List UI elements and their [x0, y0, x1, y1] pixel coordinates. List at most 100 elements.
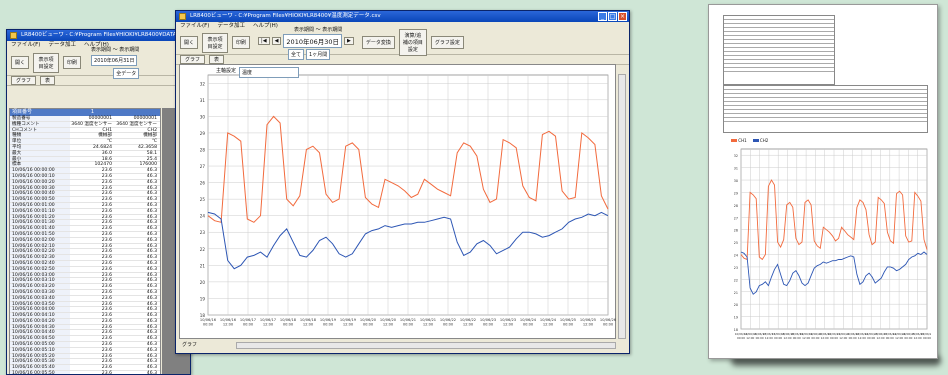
table-row[interactable]: 10/06/16 00:03:40 23.6 46.3: [10, 295, 160, 302]
table-row[interactable]: 10/06/16 00:01:30 23.6 46.3: [10, 220, 160, 227]
display-settings-button[interactable]: 表示項目設定: [33, 52, 60, 73]
print-button[interactable]: 印刷: [63, 56, 82, 69]
table-row[interactable]: 10/06/16 00:03:10 23.6 46.3: [10, 278, 160, 285]
x-tick-label: 00:00: [243, 323, 254, 327]
table-row[interactable]: 10/06/16 00:02:20 23.6 46.3: [10, 249, 160, 256]
vertical-scrollbar[interactable]: [618, 74, 626, 339]
channel-select[interactable]: 全データ: [113, 68, 140, 79]
table-meta-row[interactable]: CHコメント CH1 CH2: [10, 127, 160, 134]
table-meta-row[interactable]: 単位 ℃ ℃: [10, 139, 160, 145]
data-convert-button[interactable]: データ変換: [361, 36, 395, 49]
table-row[interactable]: 10/06/16 00:00:20 23.6 46.3: [10, 179, 160, 186]
table-cell: 最小: [10, 156, 70, 162]
print-shadow: [731, 356, 941, 366]
table-meta-row[interactable]: 製造番号 00000001 00000001: [10, 116, 160, 122]
menu-help[interactable]: ヘルプ(H): [83, 42, 109, 48]
table-row[interactable]: 10/06/16 00:01:50 23.6 46.3: [10, 231, 160, 238]
table-row[interactable]: 10/06/16 00:04:50 23.6 46.3: [10, 336, 160, 343]
table-row[interactable]: 10/06/16 00:01:20 23.6 46.3: [10, 214, 160, 221]
x-tick-label: 12:00: [583, 323, 594, 327]
table-row[interactable]: 10/06/16 00:02:30 23.6 46.3: [10, 255, 160, 261]
table-cell: 46.3: [146, 191, 157, 197]
open-button[interactable]: 開く: [11, 56, 30, 69]
table-row[interactable]: 10/06/16 00:00:40 23.6 46.3: [10, 191, 160, 198]
range-length-select[interactable]: 1ヶ月間: [306, 48, 331, 60]
table-row[interactable]: 10/06/16 00:04:10 23.6 46.3: [10, 313, 160, 319]
table-cell: 23.6: [101, 220, 112, 226]
table-cell: 23.6: [101, 330, 112, 336]
table-row[interactable]: 10/06/16 00:01:00 23.6 46.3: [10, 202, 160, 209]
menu-file[interactable]: ファイル(F): [11, 42, 41, 48]
calc-settings-button[interactable]: 演算/追補の項目設定: [398, 29, 427, 56]
graph-tab[interactable]: グラフ: [180, 55, 206, 64]
next-icon[interactable]: ▶: [344, 36, 354, 45]
table-meta-row[interactable]: 標本 102470 176000: [10, 162, 160, 169]
range-start-select[interactable]: 全て: [288, 48, 305, 60]
table-row[interactable]: 10/06/16 00:05:10 23.6 46.3: [10, 347, 160, 354]
graph-settings-button[interactable]: グラフ設定: [430, 36, 464, 49]
table-row[interactable]: 10/06/16 00:05:20 23.6 46.3: [10, 353, 160, 360]
print-info-table: [723, 15, 835, 85]
menu-data[interactable]: データ加工: [217, 23, 245, 29]
horizontal-scrollbar[interactable]: [236, 342, 616, 349]
table-cell: 46.3: [146, 295, 157, 301]
table-row[interactable]: 10/06/16 00:03:30 23.6 46.3: [10, 289, 160, 296]
minimize-icon[interactable]: _: [598, 12, 607, 21]
table-row[interactable]: 10/06/16 00:00:30 23.6 46.3: [10, 185, 160, 192]
axis-selector-dropdown[interactable]: 温度: [239, 67, 300, 78]
display-settings-button[interactable]: 表示項目設定: [202, 32, 229, 53]
table-row[interactable]: 10/06/16 00:03:00 23.6 46.3: [10, 272, 160, 279]
open-button[interactable]: 開く: [180, 36, 199, 49]
table-row[interactable]: 10/06/16 00:00:50 23.6 46.3: [10, 197, 160, 203]
table-row[interactable]: 10/06/16 00:05:50 23.6 46.3: [10, 371, 160, 374]
table-row[interactable]: 10/06/16 00:04:40 23.6 46.3: [10, 330, 160, 337]
table-meta-row[interactable]: 最大 36.0 58.1: [10, 150, 160, 157]
menu-file[interactable]: ファイル(F): [180, 23, 210, 29]
left-toolbar: 開く 表示項目設定 印刷 表示期間 ～ 表示期間 2010年06月31日 全デー…: [7, 47, 190, 79]
table-row[interactable]: 10/06/16 00:00:00 23.6 46.3: [10, 168, 160, 174]
table-row[interactable]: 10/06/16 00:02:00 23.6 46.3: [10, 237, 160, 244]
table-tab[interactable]: 表: [209, 55, 225, 64]
table-tab[interactable]: 表: [40, 76, 56, 85]
y-tick-label: 25: [734, 241, 738, 245]
table-row[interactable]: 10/06/16 00:05:40 23.6 46.3: [10, 365, 160, 372]
date-field[interactable]: 2010年06月31日: [91, 55, 138, 66]
table-row[interactable]: 10/06/16 00:02:50 23.6 46.3: [10, 266, 160, 273]
table-cell: 10/06/16 00:04:00: [10, 307, 70, 312]
table-cell: 機種コメント: [10, 121, 70, 127]
print-button[interactable]: 印刷: [232, 36, 251, 49]
table-row[interactable]: 10/06/16 00:05:00 23.6 46.3: [10, 342, 160, 348]
table-meta-row[interactable]: 最小 18.6 25.4: [10, 156, 160, 163]
table-row[interactable]: 10/06/16 00:02:10 23.6 46.3: [10, 243, 160, 250]
first-icon[interactable]: |◀: [258, 36, 270, 45]
table-meta-row[interactable]: 機種コメント 3640 温度センサー 3640 温度センサー: [10, 121, 160, 128]
table-row[interactable]: 10/06/16 00:04:30 23.6 46.3: [10, 324, 160, 331]
x-tick-label: 10/06/24: [520, 318, 537, 322]
close-icon[interactable]: ×: [618, 12, 627, 21]
maximize-icon[interactable]: □: [608, 12, 617, 21]
table-cell: 46.3: [146, 260, 157, 266]
date-field[interactable]: 2010年06月30日: [283, 33, 343, 48]
table-row[interactable]: 10/06/16 00:01:10 23.6 46.3: [10, 208, 160, 215]
table-row[interactable]: 10/06/16 00:04:20 23.6 46.3: [10, 318, 160, 325]
table-row[interactable]: 10/06/16 00:01:40 23.6 46.3: [10, 226, 160, 232]
table-row[interactable]: 10/06/16 00:00:10 23.6 46.3: [10, 173, 160, 180]
y-tick-label: 26: [734, 229, 738, 233]
table-row[interactable]: 10/06/16 00:03:50 23.6 46.3: [10, 301, 160, 308]
table-cell: 23.6: [101, 191, 112, 197]
table-meta-row[interactable]: 種類 機械部 機械部: [10, 133, 160, 140]
table-row[interactable]: 10/06/16 00:05:30 23.6 46.3: [10, 359, 160, 366]
graph-tab[interactable]: グラフ: [11, 76, 37, 85]
menu-help[interactable]: ヘルプ(H): [252, 23, 278, 29]
print-line-chart: 10/06/1600:0010/06/1612:0010/06/1700:001…: [734, 148, 931, 340]
table-row[interactable]: 10/06/16 00:02:40 23.6 46.3: [10, 260, 160, 267]
x-tick-label: 10/06/16: [220, 318, 237, 322]
table-cell: 10/06/16 00:01:20: [10, 214, 70, 220]
table-row[interactable]: 10/06/16 00:04:00 23.6 46.3: [10, 307, 160, 314]
prev-icon[interactable]: ◀: [271, 36, 282, 45]
menu-data[interactable]: データ加工: [48, 42, 76, 48]
x-tick-label: 10/06/21: [828, 332, 841, 336]
x-tick-label: 10/06/17: [240, 318, 256, 322]
table-meta-row[interactable]: 平均 24.6824 42.3658: [10, 144, 160, 151]
table-row[interactable]: 10/06/16 00:03:20 23.6 46.3: [10, 284, 160, 290]
